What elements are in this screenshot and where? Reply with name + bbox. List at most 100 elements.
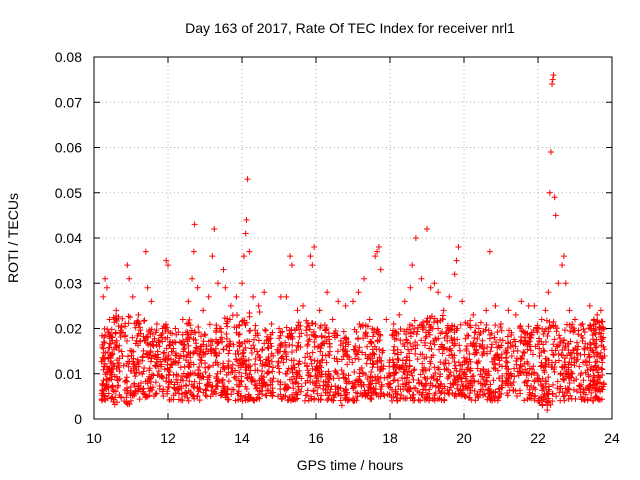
data-point (179, 316, 186, 323)
data-point (157, 363, 164, 370)
data-point (270, 352, 277, 359)
data-point (198, 374, 205, 381)
data-point (104, 349, 111, 356)
data-point (406, 326, 413, 333)
data-point (460, 370, 467, 377)
data-point (440, 396, 447, 403)
data-point (268, 358, 275, 365)
data-point (239, 280, 245, 287)
data-point (391, 350, 398, 357)
data-point (397, 337, 404, 344)
data-point (424, 225, 430, 232)
data-point (395, 383, 402, 390)
data-point (248, 345, 255, 352)
data-point (309, 262, 316, 269)
data-point (516, 387, 523, 394)
data-point (289, 391, 296, 398)
data-point (399, 374, 406, 381)
data-point (431, 364, 438, 371)
data-point (106, 344, 113, 351)
data-point (355, 348, 362, 355)
data-point (233, 381, 240, 388)
data-point (494, 328, 501, 335)
data-point (244, 374, 251, 381)
data-point (520, 328, 527, 335)
data-point (525, 377, 532, 384)
data-point (176, 355, 183, 362)
data-point (269, 393, 276, 400)
data-point (178, 397, 185, 404)
data-point (550, 318, 557, 325)
data-point (414, 341, 421, 348)
data-point (277, 391, 284, 398)
data-point (99, 387, 106, 394)
data-point (492, 302, 499, 309)
data-point (240, 349, 247, 356)
data-point (230, 341, 237, 348)
data-point (304, 350, 311, 357)
data-point (202, 350, 209, 357)
data-point (476, 331, 483, 338)
data-point (415, 377, 422, 384)
data-point (572, 344, 579, 351)
data-point (483, 378, 490, 385)
data-point (241, 394, 248, 401)
data-point (480, 350, 487, 357)
data-point (440, 361, 447, 368)
data-point (418, 337, 425, 344)
data-point (360, 370, 367, 377)
data-point (545, 289, 552, 296)
data-point (451, 365, 458, 372)
data-point (125, 363, 132, 370)
data-point (265, 357, 272, 364)
data-point (437, 359, 444, 366)
data-point (265, 345, 272, 352)
data-point (470, 311, 477, 318)
data-point (166, 339, 173, 346)
data-point (337, 342, 344, 349)
data-point (223, 371, 230, 378)
data-point (111, 319, 118, 326)
data-point (487, 381, 494, 388)
x-tick-labels: 10 12 14 16 18 20 22 24 (86, 430, 620, 446)
data-point (125, 313, 132, 320)
data-point (280, 359, 287, 366)
data-point (575, 343, 582, 350)
data-point (414, 356, 421, 363)
data-point (304, 341, 311, 348)
data-point (119, 315, 126, 322)
data-point (549, 76, 556, 83)
data-point (576, 383, 583, 390)
data-point (255, 337, 262, 344)
data-point (554, 343, 561, 350)
data-point (447, 369, 454, 376)
data-point (245, 356, 252, 363)
data-point (547, 149, 554, 156)
data-point (259, 368, 266, 375)
data-point (431, 391, 438, 398)
data-point (317, 373, 324, 380)
data-point (510, 387, 517, 394)
grid (94, 57, 612, 419)
data-point (235, 331, 242, 338)
data-point (418, 275, 425, 282)
data-point (206, 363, 213, 370)
data-point (594, 394, 601, 401)
data-point (289, 335, 296, 342)
data-point (374, 338, 381, 345)
data-point (358, 365, 365, 372)
data-point (112, 343, 119, 350)
data-point (235, 351, 242, 358)
data-point (475, 394, 482, 401)
data-point (469, 342, 476, 349)
data-point (154, 372, 161, 379)
data-point (110, 387, 117, 394)
data-point (262, 326, 269, 333)
data-point (115, 313, 122, 320)
data-point (147, 384, 154, 391)
data-point (496, 375, 503, 382)
data-point (566, 307, 573, 314)
data-point (349, 359, 356, 366)
data-point (542, 394, 549, 401)
data-point (395, 356, 402, 363)
